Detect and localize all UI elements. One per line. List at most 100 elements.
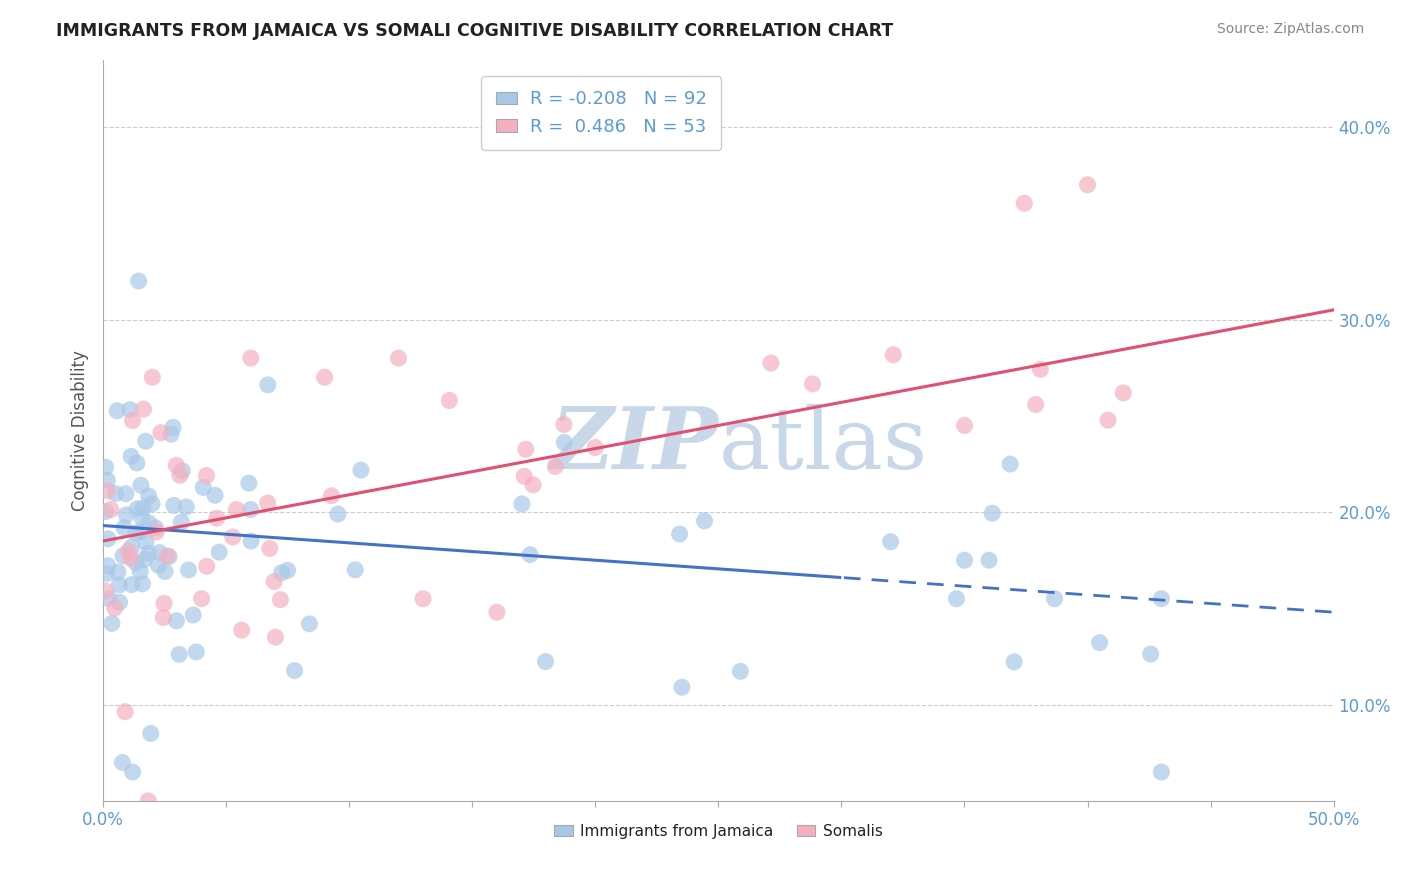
Point: [153, 565, 176, 579]
Point: [222, 530, 245, 544]
Point: [149, 425, 172, 440]
Point: [208, 545, 231, 559]
Point: [94, 584, 117, 599]
Point: [998, 457, 1021, 471]
Point: [510, 497, 533, 511]
Point: [101, 616, 124, 631]
Point: [114, 705, 136, 719]
Point: [387, 351, 409, 365]
Point: [231, 623, 253, 637]
Text: ZIP: ZIP: [551, 403, 718, 487]
Point: [120, 450, 142, 464]
Point: [759, 356, 782, 370]
Point: [269, 592, 291, 607]
Text: IMMIGRANTS FROM JAMAICA VS SOMALI COGNITIVE DISABILITY CORRELATION CHART: IMMIGRANTS FROM JAMAICA VS SOMALI COGNIT…: [56, 22, 893, 40]
Point: [121, 764, 143, 779]
Point: [141, 370, 163, 384]
Point: [115, 486, 138, 500]
Point: [128, 274, 150, 288]
Point: [1097, 413, 1119, 427]
Point: [163, 499, 186, 513]
Point: [553, 417, 575, 432]
Point: [153, 596, 176, 610]
Point: [1139, 647, 1161, 661]
Point: [111, 549, 134, 563]
Point: [135, 534, 157, 549]
Point: [239, 502, 262, 516]
Point: [204, 488, 226, 502]
Point: [107, 565, 129, 579]
Point: [284, 664, 307, 678]
Point: [138, 546, 160, 560]
Point: [264, 630, 287, 644]
Point: [127, 501, 149, 516]
Point: [115, 508, 138, 522]
Point: [1076, 178, 1098, 192]
Point: [205, 511, 228, 525]
Point: [170, 515, 193, 529]
Point: [157, 549, 180, 564]
Point: [263, 574, 285, 589]
Point: [298, 616, 321, 631]
Point: [1025, 397, 1047, 411]
Point: [172, 464, 194, 478]
Point: [129, 565, 152, 579]
Point: [181, 607, 204, 622]
Point: [671, 680, 693, 694]
Point: [131, 576, 153, 591]
Point: [96, 566, 118, 581]
Point: [485, 605, 508, 619]
Point: [953, 418, 976, 433]
Point: [145, 524, 167, 539]
Point: [134, 552, 156, 566]
Point: [259, 541, 281, 556]
Point: [1150, 591, 1173, 606]
Point: [195, 468, 218, 483]
Point: [152, 610, 174, 624]
Legend: Immigrants from Jamaica, Somalis: Immigrants from Jamaica, Somalis: [548, 818, 889, 845]
Point: [97, 532, 120, 546]
Point: [439, 393, 461, 408]
Point: [801, 376, 824, 391]
Point: [193, 481, 215, 495]
Point: [98, 591, 121, 606]
Point: [131, 510, 153, 524]
Point: [350, 463, 373, 477]
Point: [693, 514, 716, 528]
Point: [149, 545, 172, 559]
Point: [270, 566, 292, 580]
Point: [515, 442, 537, 457]
Point: [118, 402, 141, 417]
Point: [105, 404, 128, 418]
Point: [138, 516, 160, 530]
Point: [1029, 362, 1052, 376]
Point: [553, 435, 575, 450]
Point: [195, 559, 218, 574]
Point: [121, 577, 143, 591]
Point: [1043, 591, 1066, 606]
Point: [120, 551, 142, 566]
Point: [108, 578, 131, 592]
Point: [522, 478, 544, 492]
Point: [190, 591, 212, 606]
Point: [256, 496, 278, 510]
Point: [165, 614, 187, 628]
Point: [97, 558, 120, 573]
Point: [125, 525, 148, 540]
Point: [239, 351, 262, 365]
Point: [519, 548, 541, 562]
Point: [138, 489, 160, 503]
Point: [129, 478, 152, 492]
Point: [412, 591, 434, 606]
Point: [513, 469, 536, 483]
Point: [277, 563, 299, 577]
Point: [160, 427, 183, 442]
Point: [953, 553, 976, 567]
Point: [256, 377, 278, 392]
Point: [141, 497, 163, 511]
Point: [314, 370, 336, 384]
Point: [125, 456, 148, 470]
Point: [108, 595, 131, 609]
Point: [186, 645, 208, 659]
Point: [1112, 385, 1135, 400]
